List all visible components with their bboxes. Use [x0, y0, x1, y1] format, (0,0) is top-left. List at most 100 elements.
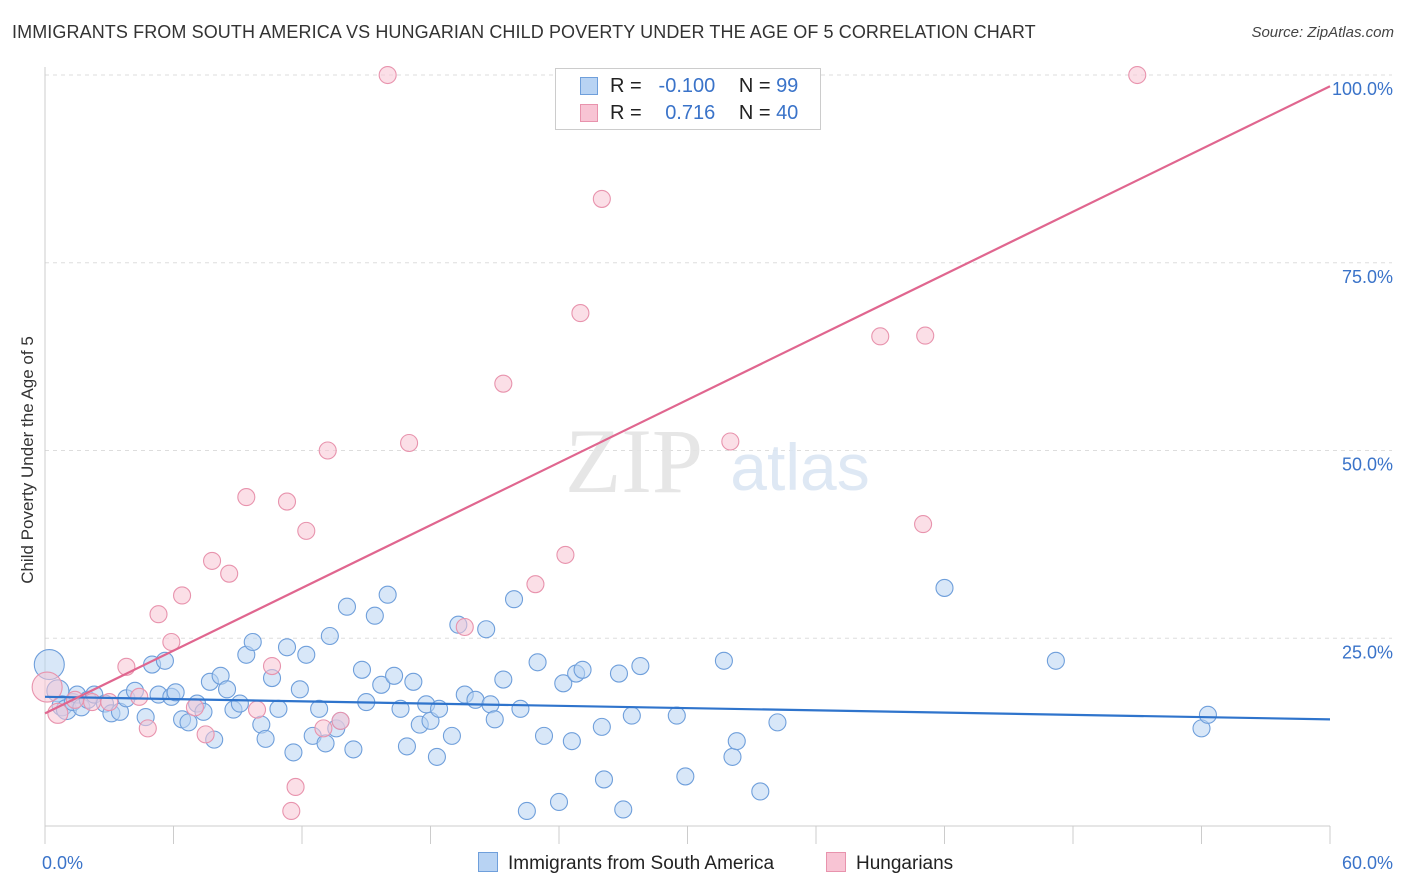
legend-swatch-pink [580, 104, 598, 122]
data-point [466, 690, 485, 709]
data-point [100, 693, 119, 712]
data-point [262, 656, 282, 676]
data-point [442, 726, 461, 745]
series-legend: Immigrants from South America Hungarians [0, 852, 1406, 878]
data-point [220, 564, 239, 583]
data-point [916, 326, 935, 345]
watermark: ZIP atlas [565, 410, 870, 512]
data-point [554, 674, 573, 693]
chart-title: IMMIGRANTS FROM SOUTH AMERICA VS HUNGARI… [12, 22, 1036, 42]
data-point [667, 706, 686, 725]
data-point [714, 651, 733, 670]
data-point [391, 699, 410, 718]
data-point [571, 304, 590, 323]
data-point [914, 515, 933, 534]
data-point [352, 660, 372, 679]
y-tick-label: 100.0% [1332, 79, 1393, 99]
data-point [269, 699, 288, 718]
data-point [31, 671, 63, 703]
data-point [609, 664, 629, 683]
legend-row-hungarians: R = 0.716 N = 40 [580, 102, 798, 124]
data-point [243, 632, 262, 652]
data-point [297, 645, 316, 664]
data-point [768, 713, 787, 732]
data-point [83, 693, 102, 712]
data-point [511, 699, 530, 718]
legend-n-value: 99 [776, 75, 799, 97]
data-point [173, 586, 192, 605]
data-point [494, 670, 513, 689]
data-point [149, 605, 168, 624]
series-swatch-blue [478, 852, 498, 872]
data-point [196, 725, 215, 744]
data-point [526, 575, 545, 594]
x-tick-label: 0.0% [42, 853, 83, 873]
data-point [166, 683, 185, 702]
legend-row-immigrants: R = -0.100 N = 99 [580, 75, 798, 97]
data-point [277, 638, 297, 657]
correlation-legend: R = -0.100 N = 99 R = 0.716 N = 40 [555, 68, 821, 130]
data-point [504, 590, 524, 609]
legend-swatch-blue [580, 77, 598, 95]
x-tick-label: 60.0% [1342, 853, 1393, 873]
data-point [871, 327, 890, 346]
data-point [385, 666, 404, 685]
data-point [320, 626, 339, 646]
data-point [331, 711, 350, 730]
data-point [397, 737, 416, 756]
data-point [622, 706, 641, 725]
data-point [404, 672, 423, 691]
data-point [256, 729, 275, 748]
data-point [751, 782, 770, 801]
y-axis-label: Child Poverty Under the Age of 5 [18, 336, 37, 584]
data-point [477, 620, 496, 639]
legend-n-label: N = [738, 102, 771, 124]
data-point [400, 433, 419, 453]
data-point [318, 441, 337, 460]
series-legend-immigrants[interactable]: Immigrants from South America [478, 852, 774, 875]
data-point [372, 675, 391, 694]
data-point [676, 767, 695, 786]
legend-n-value: 40 [776, 102, 799, 124]
data-point [594, 770, 614, 789]
trend-lines [44, 85, 1331, 721]
watermark-atlas: atlas [730, 430, 869, 504]
data-point [534, 726, 554, 745]
trend-line-hungarians [44, 85, 1331, 715]
data-point [378, 65, 397, 85]
data-point [237, 488, 256, 507]
data-point [723, 747, 742, 766]
data-point [344, 740, 363, 759]
data-point [286, 777, 305, 796]
data-point [592, 717, 611, 736]
legend-r-label: R = [610, 75, 642, 97]
source-label: Source: ZipAtlas.com [1251, 24, 1394, 41]
data-point [455, 617, 474, 637]
data-point [485, 710, 504, 729]
legend-n-label: N = [738, 75, 771, 97]
data-point [284, 743, 303, 762]
legend-r-value: -0.100 [658, 75, 716, 97]
series-swatch-pink [826, 852, 846, 872]
y-tick-label: 25.0% [1342, 642, 1393, 662]
data-point [297, 521, 316, 540]
data-point [556, 545, 575, 564]
data-point [217, 680, 237, 699]
data-point [185, 698, 204, 717]
data-point [517, 801, 536, 821]
data-point [314, 719, 333, 738]
data-point [1128, 65, 1147, 85]
data-point [494, 374, 513, 393]
data-point [528, 653, 547, 672]
tick-labels: 25.0% 50.0% 75.0% 100.0% 0.0% 60.0% [42, 79, 1393, 873]
data-point [282, 801, 301, 821]
data-point [277, 492, 297, 511]
data-point [573, 660, 592, 679]
data-point [1046, 651, 1065, 670]
data-point [592, 189, 611, 208]
data-point [230, 694, 249, 713]
legend-r-label: R = [610, 102, 642, 124]
data-point [179, 713, 198, 732]
series-legend-hungarians[interactable]: Hungarians [826, 852, 953, 875]
data-point [290, 680, 309, 699]
